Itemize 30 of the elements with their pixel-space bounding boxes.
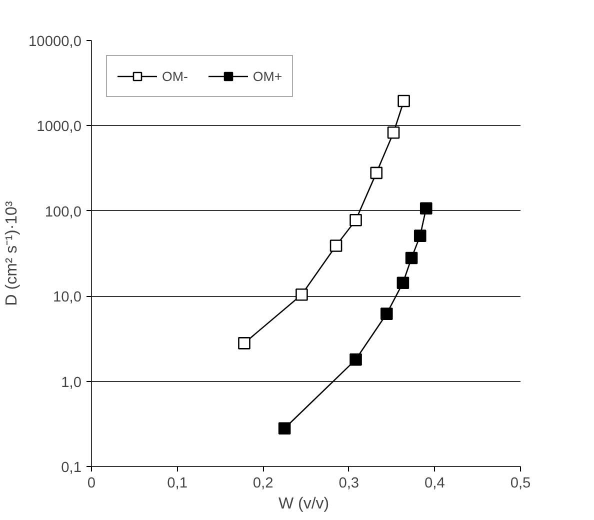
legend-label: OM- (162, 68, 188, 84)
point (420, 202, 432, 215)
x-tick-label: 0,1 (167, 476, 188, 492)
y-tick-label: 0,1 (61, 460, 82, 476)
point (330, 240, 342, 252)
x-tick-label: 0,5 (510, 476, 531, 492)
y-axis-title: D (cm² s⁻¹)·10³ (4, 200, 21, 306)
point (398, 94, 410, 108)
y-tick-label: 100,0 (44, 204, 82, 220)
x-tick-label: 0 (87, 476, 96, 492)
y-tick-label: 10000,0 (28, 34, 82, 50)
point (370, 166, 383, 180)
x-tick-label: 0,4 (424, 476, 445, 492)
y-tick-label: 10,0 (52, 290, 82, 306)
point (296, 288, 308, 301)
point (238, 337, 250, 350)
point (350, 214, 362, 226)
point (380, 308, 393, 320)
point (414, 230, 426, 242)
x-tick-label: 0,3 (338, 476, 360, 492)
x-tick-label: 0,2 (252, 476, 274, 492)
point (350, 353, 362, 366)
point (278, 422, 291, 435)
y-tick-label: 1,0 (61, 374, 82, 391)
y-tick-label: 1000,0 (36, 119, 82, 136)
point (405, 252, 418, 264)
x-axis-title: W (v/v) (278, 496, 330, 512)
point (387, 126, 400, 139)
point (396, 276, 410, 290)
legend-label: OM+ (252, 68, 282, 84)
